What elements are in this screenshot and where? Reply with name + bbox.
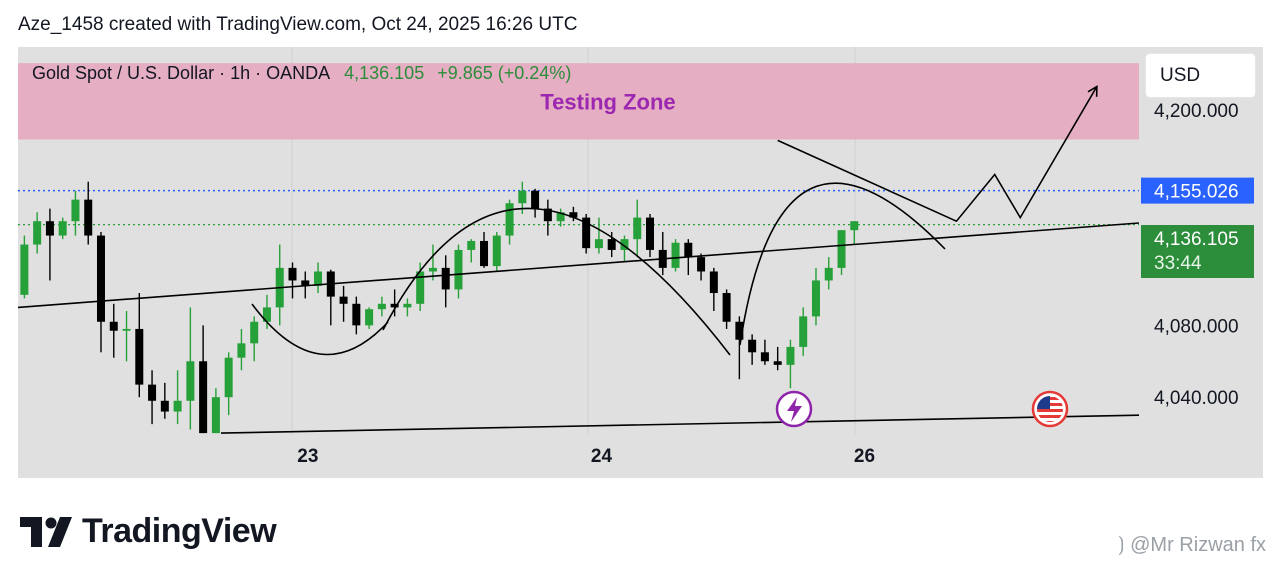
tradingview-logo: TradingView — [20, 512, 277, 551]
candle-body — [518, 190, 527, 204]
x-tick-label: 26 — [854, 446, 875, 467]
candle-body — [492, 235, 501, 267]
candle-body — [505, 203, 514, 236]
candle-body — [531, 190, 540, 209]
candle-body — [416, 271, 425, 304]
candle-body — [71, 199, 80, 222]
candle-body — [377, 303, 386, 310]
attribution-header: Aze_1458 created with TradingView.com, O… — [18, 14, 578, 35]
candle-body — [684, 242, 693, 258]
candle-body — [237, 343, 246, 358]
candle-body — [224, 357, 233, 398]
drawings[interactable] — [18, 0, 1139, 434]
arc-left[interactable] — [251, 303, 389, 356]
candle-body — [33, 221, 42, 245]
current-price-value: 4,136.105 — [1154, 229, 1239, 250]
candle-body — [480, 240, 489, 267]
candle-body — [58, 221, 67, 236]
y-tick-label: 4,080.000 — [1154, 316, 1239, 337]
candle-body — [697, 257, 706, 272]
candle-body — [109, 321, 118, 331]
candle-body — [199, 361, 208, 434]
candle-body — [160, 400, 169, 412]
legend-price: 4,136.105 — [344, 63, 424, 83]
candle-body — [390, 303, 399, 308]
candle-body — [352, 303, 361, 326]
candle-body — [428, 267, 437, 272]
candle-body — [824, 267, 833, 281]
candle-body — [748, 339, 757, 353]
legend-symbol: Gold Spot / U.S. Dollar · 1h · OANDA 4,1… — [32, 63, 571, 83]
candle-body — [671, 242, 680, 268]
candle-body — [543, 208, 552, 222]
candle-body — [594, 239, 603, 249]
candle-body — [96, 235, 105, 322]
arc-middle[interactable] — [382, 207, 731, 356]
y-tick-label: 4,040.000 — [1154, 388, 1239, 409]
candle-body — [556, 212, 565, 222]
candle-body — [301, 280, 310, 286]
countdown-timer: 33:44 — [1154, 253, 1202, 274]
svg-text:4,155.026: 4,155.026 — [1154, 182, 1239, 203]
lower-trendline[interactable] — [18, 222, 1139, 309]
event-lightning-icon[interactable] — [775, 390, 813, 428]
currency-button[interactable]: USD — [1146, 54, 1255, 97]
candle-body — [250, 321, 259, 344]
candle-body — [288, 267, 297, 281]
candle-body — [339, 296, 348, 304]
candle-body — [467, 240, 476, 250]
candle-body — [148, 384, 157, 401]
candle-body — [837, 230, 846, 268]
candle-body — [582, 217, 591, 249]
author-watermark: ⟯ @Mr Rizwan fx — [1117, 534, 1266, 556]
testing-zone-label: Testing Zone — [540, 89, 675, 114]
y-axis-ticks: 4,200.000 4,080.000 4,040.000 — [1154, 101, 1239, 409]
candle-body — [454, 249, 463, 290]
legend-change: +9.865 (+0.24%) — [437, 63, 571, 83]
current-price-label[interactable]: 4,136.105 33:44 — [1141, 225, 1254, 278]
tradingview-logo-text: TradingView — [82, 512, 277, 550]
candle-body — [211, 397, 220, 434]
candle-body — [850, 221, 859, 231]
candle-body — [262, 307, 271, 322]
y-tick-label: 4,200.000 — [1154, 101, 1239, 122]
candle-body — [569, 212, 578, 218]
candle-body — [760, 352, 769, 362]
candle-body — [773, 361, 782, 365]
forecast-arrow[interactable] — [777, 85, 1098, 223]
audio-icon: ⟯ — [1117, 534, 1131, 556]
candle-body — [173, 400, 182, 412]
tradingview-logo-icon — [20, 516, 72, 547]
candle-body — [314, 271, 323, 286]
candle-body — [786, 346, 795, 365]
x-tick-label: 23 — [297, 446, 318, 467]
candle-body — [365, 309, 374, 326]
candle-body — [722, 293, 731, 322]
candle-body — [186, 361, 195, 401]
testing-zone[interactable] — [18, 63, 1139, 140]
candle-body — [45, 221, 54, 236]
candle-body — [709, 271, 718, 294]
x-axis-ticks: 23 24 26 — [297, 446, 875, 467]
candle-body — [811, 280, 820, 317]
candle-body — [645, 217, 654, 250]
candle-body — [633, 217, 642, 240]
blue-price-label[interactable]: 4,155.026 — [1141, 177, 1254, 204]
candles — [20, 181, 859, 434]
x-tick-label: 24 — [591, 446, 613, 467]
candle-body — [20, 244, 29, 295]
bottom-support-line[interactable] — [220, 414, 1139, 434]
candle-body — [84, 199, 93, 236]
candle-body — [607, 239, 616, 250]
candle-body — [735, 321, 744, 340]
candle-body — [441, 267, 450, 290]
candle-body — [799, 316, 808, 347]
us-flag-event-icon[interactable] — [1031, 390, 1069, 428]
arc-right[interactable] — [739, 182, 946, 346]
candle-body — [620, 239, 629, 250]
candle-body — [135, 328, 144, 385]
candle-body — [403, 303, 412, 308]
candle-body — [122, 328, 131, 331]
